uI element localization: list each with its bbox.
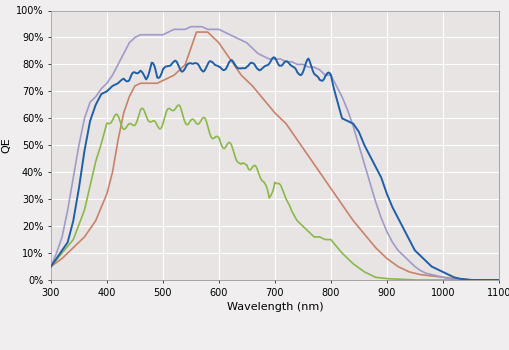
- X-axis label: Wavelength (nm): Wavelength (nm): [227, 302, 323, 312]
- Y-axis label: QE: QE: [2, 137, 12, 153]
